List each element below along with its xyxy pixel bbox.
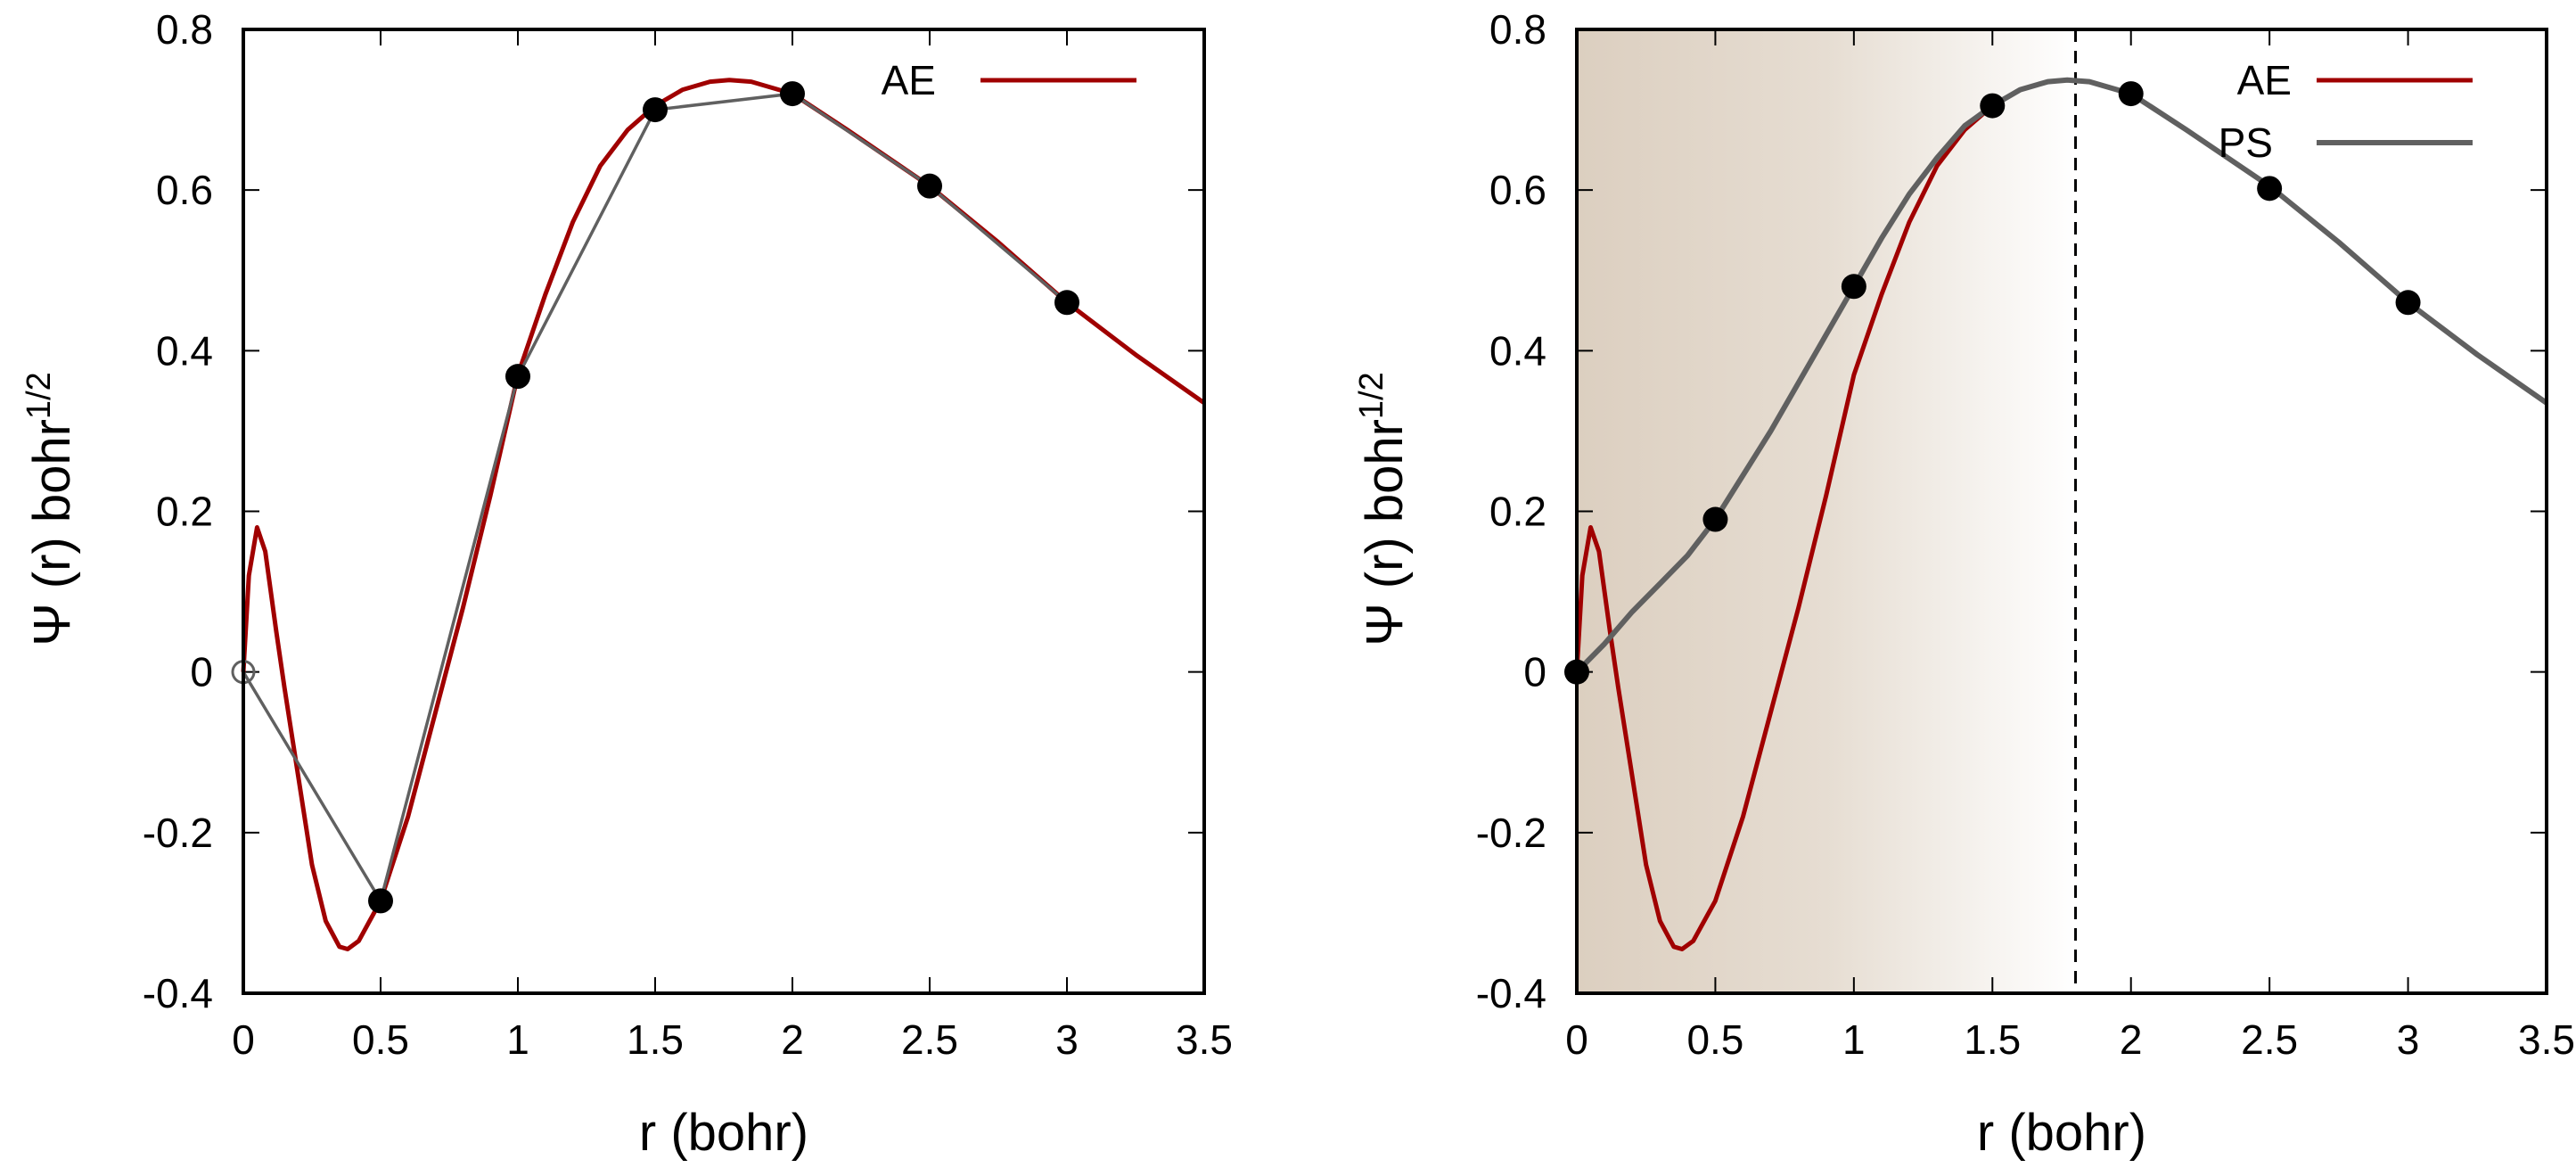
x-tick-label: 3 xyxy=(2397,1016,2420,1063)
legend-label-ae: AE xyxy=(882,57,936,103)
plot-frame xyxy=(242,28,1206,995)
x-tick-label: 1 xyxy=(1842,1016,1866,1063)
x-tick-label: 1.5 xyxy=(627,1016,684,1063)
right-plot: 0 0.5 1 1.5 2 2.5 3 3.5 -0.4 -0.2 0 0.2 0.4 0.6 0.8 r … xyxy=(1353,6,2575,1162)
y-axis-label-text: Ψ (r) bohr xyxy=(23,419,81,646)
y-tick-label: 0.2 xyxy=(1489,489,1546,535)
series-line-ae xyxy=(1574,78,2068,951)
data-point xyxy=(2118,81,2144,107)
y-tick-label: 0 xyxy=(190,649,213,695)
data-point xyxy=(368,888,393,914)
x-axis-label: r (bohr) xyxy=(1977,1104,2146,1162)
y-tick-label: -0.2 xyxy=(143,810,213,856)
y-tick-label: 0 xyxy=(1523,649,1546,695)
data-point xyxy=(2395,290,2421,316)
y-tick-label: -0.4 xyxy=(1476,970,1546,1016)
y-axis-label: Ψ (r) bohr1/2 xyxy=(1353,372,1414,646)
y-tick-label: 0.4 xyxy=(156,327,213,374)
x-tick-label: 1.5 xyxy=(1964,1016,2021,1063)
data-point xyxy=(1841,274,1866,300)
y-tick-label: -0.4 xyxy=(143,970,213,1016)
y-axis-label-sup: 1/2 xyxy=(1353,372,1391,419)
data-point xyxy=(2257,176,2283,202)
x-tick-label: 2.5 xyxy=(2241,1016,2298,1063)
plot-area: 0 0.5 1 1.5 2 2.5 3 3.5 -0.4 -0.2 0 0.2 0.4 0.6 0.8 xyxy=(1476,6,2575,1063)
y-tick-label: 0.8 xyxy=(1489,6,1546,53)
y-tick-label: 0.6 xyxy=(1489,167,1546,213)
data-point xyxy=(505,364,530,390)
y-tick-label: 0.6 xyxy=(156,167,213,213)
x-tick-label: 2 xyxy=(2120,1016,2143,1063)
data-point xyxy=(1702,506,1728,532)
data-point xyxy=(1980,93,2006,119)
series-line-ae xyxy=(241,78,1206,951)
sampled-points-connector xyxy=(242,92,1069,905)
y-axis-label: Ψ (r) bohr1/2 xyxy=(21,372,81,646)
data-point xyxy=(917,173,942,199)
x-tick-label: 3.5 xyxy=(1176,1016,1233,1063)
y-tick-label: 0.2 xyxy=(156,489,213,535)
series-line-ps xyxy=(1574,77,2548,674)
y-tick-label: -0.2 xyxy=(1476,810,1546,856)
x-tick-label: 3.5 xyxy=(2518,1016,2575,1063)
x-tick-label: 0 xyxy=(232,1016,255,1063)
left-plot: 0 0.5 1 1.5 2 2.5 3 3.5 -0.4 -0.2 0 0.2 0.4 0.6 0.8 r … xyxy=(21,6,1233,1162)
plot-frame xyxy=(1575,28,2548,995)
y-axis-label-sup: 1/2 xyxy=(21,372,58,419)
x-tick-label: 0.5 xyxy=(1686,1016,1743,1063)
core-region-shading xyxy=(1577,29,2076,993)
y-tick-label: 0.4 xyxy=(1489,327,1546,374)
x-tick-label: 3 xyxy=(1055,1016,1079,1063)
data-point xyxy=(780,81,805,107)
data-point xyxy=(1054,290,1079,316)
x-tick-label: 2 xyxy=(781,1016,804,1063)
x-tick-label: 0.5 xyxy=(352,1016,409,1063)
y-tick-label: 0.8 xyxy=(156,6,213,53)
legend-label-ae: AE xyxy=(2237,57,2292,103)
x-tick-label: 0 xyxy=(1565,1016,1588,1063)
data-point xyxy=(643,97,668,123)
x-axis-label: r (bohr) xyxy=(639,1104,808,1162)
x-tick-label: 1 xyxy=(506,1016,529,1063)
plot-area: 0 0.5 1 1.5 2 2.5 3 3.5 -0.4 -0.2 0 0.2 0.4 0.6 0.8 xyxy=(143,6,1233,1063)
y-axis-label-text: Ψ (r) bohr xyxy=(1356,419,1414,646)
x-tick-label: 2.5 xyxy=(901,1016,958,1063)
legend-label-ps: PS xyxy=(2219,119,2273,166)
